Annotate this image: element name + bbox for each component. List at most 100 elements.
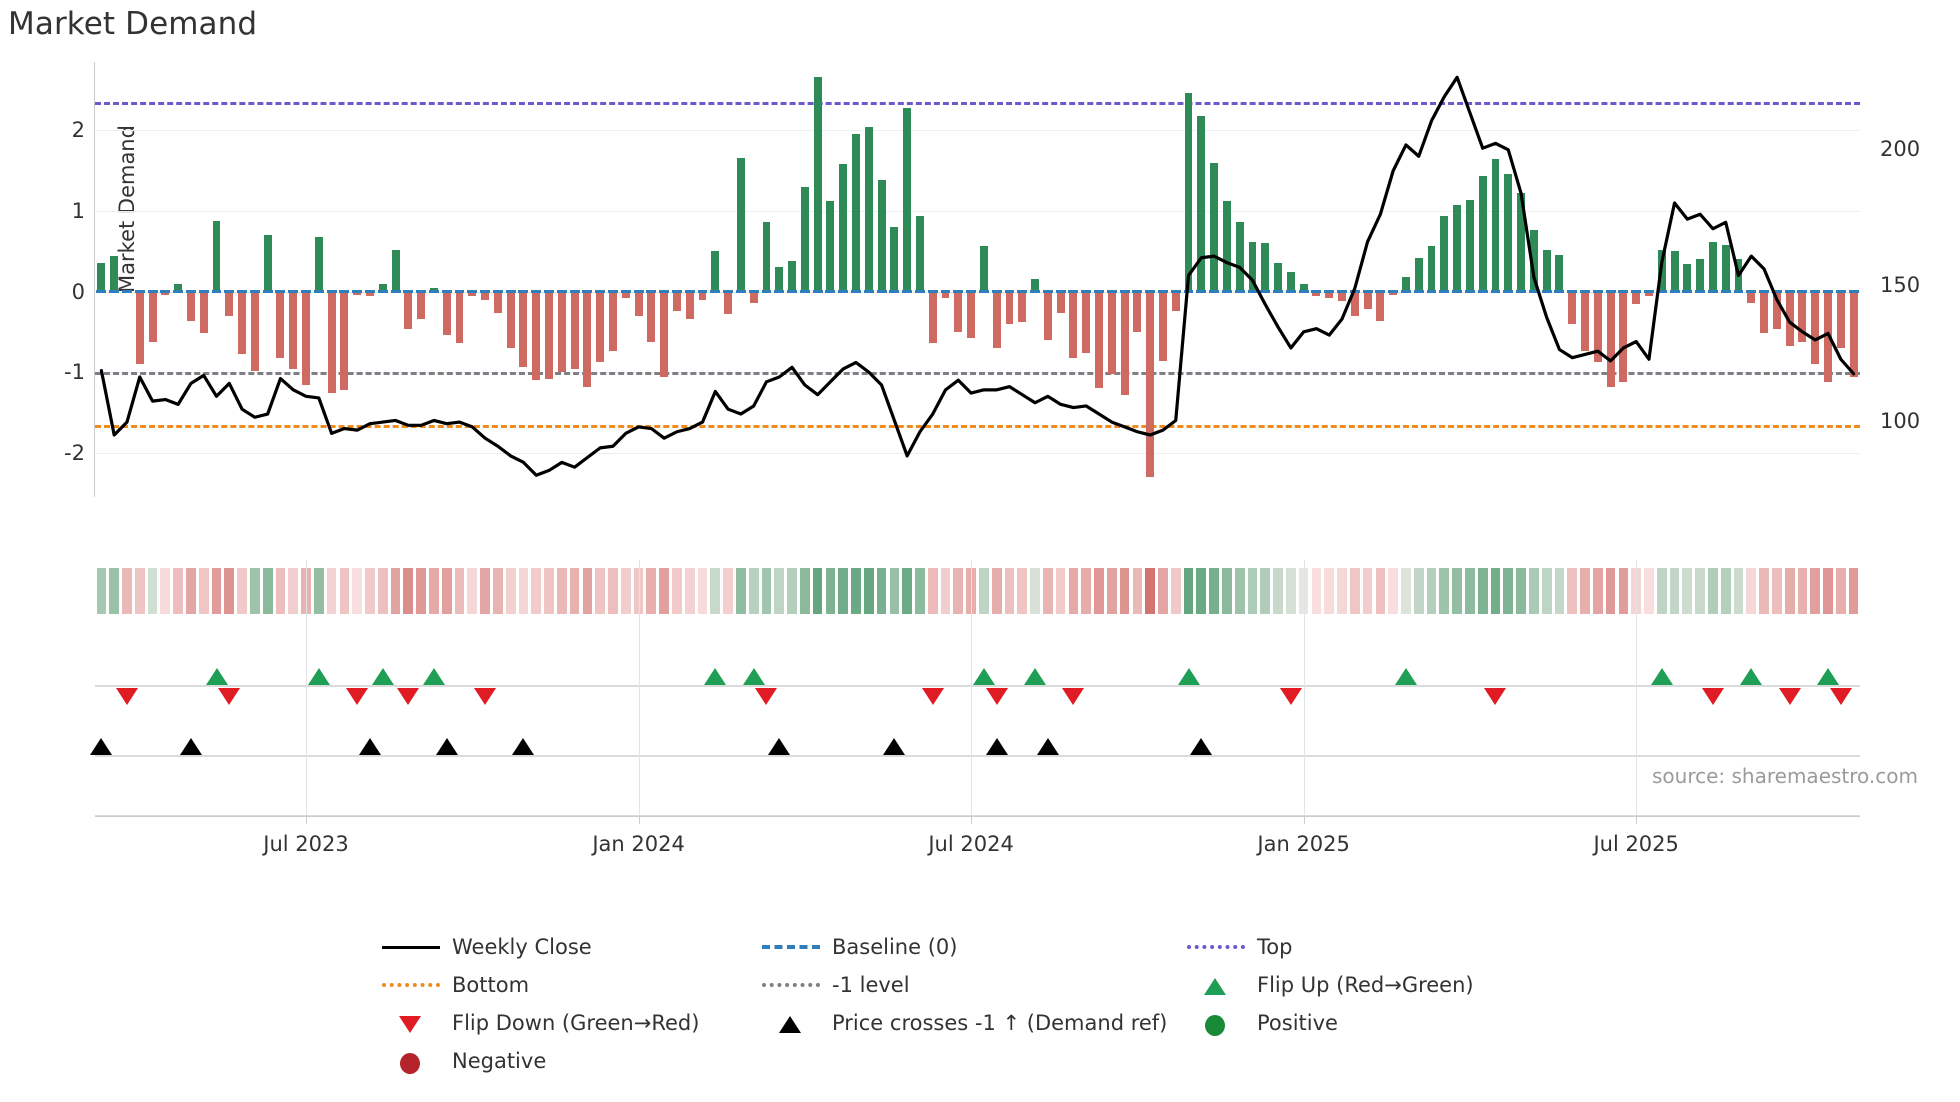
- legend-item[interactable]: Flip Up (Red→Green): [1185, 966, 1474, 1004]
- baseline-segment: [403, 290, 414, 294]
- x-grid-tick: [638, 560, 640, 815]
- baseline-segment: [1848, 290, 1859, 294]
- demand-bar: [1517, 193, 1526, 292]
- legend-label: Baseline (0): [832, 935, 958, 959]
- demand-bar: [1696, 259, 1705, 292]
- x-tick-label: Jul 2025: [1593, 832, 1679, 856]
- legend-item[interactable]: -1 level: [760, 966, 910, 1004]
- legend-item[interactable]: Negative: [380, 1042, 546, 1080]
- demand-bar: [1529, 230, 1538, 292]
- demand-bar: [110, 256, 119, 292]
- legend-item[interactable]: Top: [1185, 928, 1292, 966]
- strip-cell: [313, 568, 324, 614]
- strip-cell: [915, 568, 925, 614]
- demand-bar: [852, 133, 860, 292]
- strip-cell: [1452, 568, 1462, 614]
- strip-cell: [1196, 568, 1207, 614]
- demand-bar: [1120, 291, 1129, 395]
- legend-label: Bottom: [452, 973, 530, 997]
- baseline-segment: [633, 290, 644, 294]
- legend-row: Weekly Close Baseline (0) Top: [380, 928, 1740, 966]
- baseline-segment: [723, 290, 734, 294]
- strip-cell: [1592, 568, 1603, 614]
- demand-bar: [941, 291, 950, 299]
- strip-cell: [365, 568, 375, 614]
- baseline-segment: [1784, 290, 1795, 294]
- baseline-segment: [1464, 290, 1475, 294]
- baseline-segment: [390, 290, 401, 294]
- demand-bar: [1082, 291, 1091, 353]
- baseline-segment: [1580, 290, 1590, 294]
- baseline-segment: [134, 290, 145, 294]
- strip-cell: [441, 568, 452, 614]
- legend-row: Flip Down (Green→Red) Price crosses -1 ↑ …: [380, 1004, 1740, 1042]
- baseline-segment: [1413, 290, 1424, 294]
- baseline-segment: [876, 290, 887, 294]
- demand-bar: [800, 186, 809, 292]
- strip-cell: [109, 568, 120, 614]
- demand-bar: [1031, 278, 1039, 292]
- baseline-segment: [365, 290, 375, 294]
- strip-cell: [1644, 568, 1654, 614]
- strip-cell: [1209, 568, 1219, 614]
- demand-bar: [903, 107, 912, 292]
- baseline-segment: [569, 290, 580, 294]
- baseline-segment: [1388, 290, 1399, 294]
- marker-row-rule: [95, 755, 1860, 757]
- baseline-segment: [518, 290, 529, 294]
- baseline-segment: [1055, 290, 1066, 294]
- baseline-segment: [467, 290, 478, 294]
- demand-bar: [302, 291, 310, 386]
- demand-bar: [954, 291, 963, 332]
- strip-cell: [799, 568, 810, 614]
- strip-cell: [1426, 568, 1437, 614]
- strip-cell: [147, 568, 158, 614]
- demand-bar: [1069, 291, 1078, 358]
- baseline-segment: [96, 290, 107, 294]
- legend-item[interactable]: Flip Down (Green→Red): [380, 1004, 699, 1042]
- baseline-segment: [1017, 290, 1028, 294]
- legend-item[interactable]: Baseline (0): [760, 928, 957, 966]
- baseline-segment: [1285, 290, 1296, 294]
- demand-bar: [161, 291, 170, 295]
- strip-cell: [697, 568, 708, 614]
- strip-cell: [1848, 568, 1859, 614]
- demand-bar: [1683, 264, 1692, 292]
- signal-marker-rows: [90, 560, 1860, 817]
- demand-bar: [506, 291, 515, 348]
- strip-cell: [493, 568, 503, 614]
- strip-cell: [1081, 568, 1092, 614]
- strip-cell: [1669, 568, 1680, 614]
- demand-bar: [915, 215, 924, 292]
- baseline-segment: [838, 290, 849, 294]
- demand-bar: [1606, 291, 1615, 387]
- strip-cell: [454, 568, 465, 614]
- legend-item[interactable]: Price crosses -1 ↑ (Demand ref): [760, 1004, 1167, 1042]
- demand-bar: [1043, 291, 1052, 340]
- strip-cell: [940, 568, 951, 614]
- demand-bar: [429, 288, 438, 292]
- baseline-segment: [1528, 290, 1539, 294]
- legend-item[interactable]: Weekly Close: [380, 928, 592, 966]
- demand-bar: [570, 291, 579, 369]
- legend-item[interactable]: Positive: [1185, 1004, 1338, 1042]
- legend-label: Price crosses -1 ↑ (Demand ref): [832, 1011, 1168, 1035]
- strip-cell: [1567, 568, 1578, 614]
- baseline-segment: [428, 290, 439, 294]
- demand-bar: [1107, 291, 1116, 374]
- strip-cell: [467, 568, 478, 614]
- strip-cell: [1605, 568, 1616, 614]
- strip-cell: [595, 568, 606, 614]
- strip-cell: [851, 568, 861, 614]
- strip-cell: [889, 568, 900, 614]
- legend-item[interactable]: Bottom: [380, 966, 529, 1004]
- strip-cell: [275, 568, 286, 614]
- baseline-segment: [1439, 290, 1450, 294]
- page-title: Market Demand: [8, 6, 258, 42]
- baseline-segment: [991, 290, 1002, 294]
- demand-bar: [1376, 291, 1385, 321]
- x-tick-mark: [1303, 816, 1305, 824]
- baseline-segment: [1835, 290, 1846, 294]
- baseline-segment: [646, 290, 657, 294]
- baseline-segment: [697, 290, 708, 294]
